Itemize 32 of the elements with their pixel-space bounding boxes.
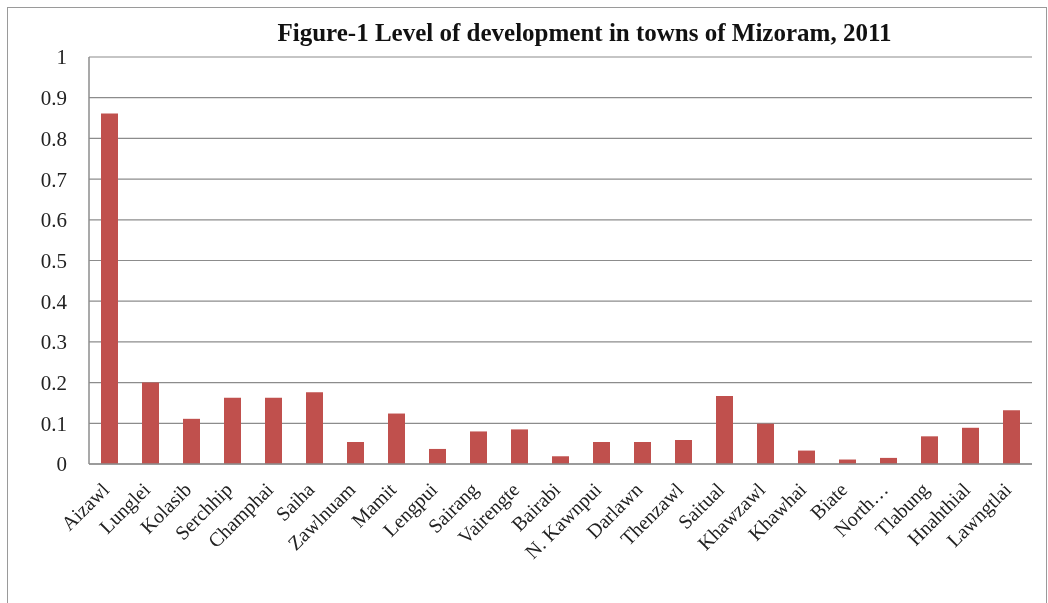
bar: [757, 423, 774, 464]
bar: [511, 429, 528, 464]
bar: [142, 382, 159, 464]
bar: [593, 442, 610, 464]
bar: [962, 427, 979, 464]
y-tick-label: 0.5: [40, 248, 67, 273]
bar: [1003, 410, 1020, 464]
bar: [470, 431, 487, 464]
bar: [388, 413, 405, 464]
y-tick-label: 0.2: [40, 371, 67, 396]
y-tick-label: 0.4: [40, 289, 68, 314]
bar: [306, 392, 323, 464]
bar: [552, 456, 569, 464]
y-tick-label: 0.8: [40, 126, 67, 151]
bar: [265, 397, 282, 464]
bar: [921, 436, 938, 464]
bar: [429, 448, 446, 464]
y-tick-label: 0.6: [40, 208, 67, 233]
y-tick-label: 1: [56, 45, 67, 70]
chart-title: Figure-1 Level of development in towns of Mizoram, 2011: [276, 18, 893, 48]
bar: [634, 442, 651, 464]
y-tick-label: 0: [56, 452, 67, 477]
y-tick-label: 0.1: [40, 411, 67, 436]
bar: [347, 442, 364, 464]
y-tick-label: 0.9: [40, 86, 67, 111]
y-tick-label: 0.3: [40, 330, 67, 355]
bar: [675, 439, 692, 464]
bar: [224, 397, 241, 464]
bar: [101, 113, 118, 464]
bar: [716, 396, 733, 464]
y-tick-label: 0.7: [40, 167, 67, 192]
bar: [183, 418, 200, 464]
